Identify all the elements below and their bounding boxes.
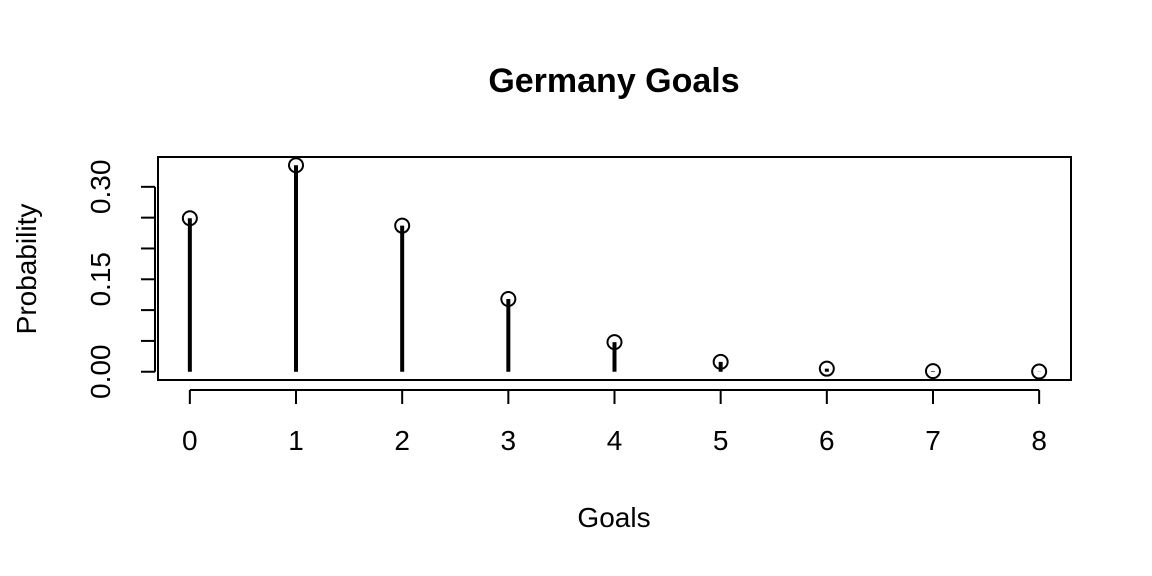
probability-point	[394, 217, 411, 234]
probability-point	[712, 353, 729, 370]
y-axis: 0.00 0.15 0.30	[85, 160, 156, 399]
x-tick-label: 0	[182, 425, 198, 456]
x-tick-label: 5	[713, 425, 729, 456]
probability-point	[181, 210, 198, 227]
probability-point	[818, 360, 835, 377]
x-axis-title: Goals	[577, 502, 650, 533]
y-axis-title: Probability	[11, 204, 42, 335]
x-tick-label: 8	[1031, 425, 1047, 456]
chart-title: Germany Goals	[488, 62, 739, 100]
probability-point	[924, 363, 941, 380]
x-axis: 0 1 2 3 4 5 6 7 8	[182, 389, 1047, 456]
probability-point	[500, 291, 517, 308]
data-marks	[181, 157, 1048, 380]
probability-point	[1031, 363, 1048, 380]
x-tick-label: 2	[394, 425, 410, 456]
x-tick-label: 7	[925, 425, 941, 456]
x-tick-label: 3	[501, 425, 517, 456]
x-tick-label: 1	[288, 425, 304, 456]
y-tick-label: 0.00	[85, 344, 116, 399]
x-tick-label: 4	[607, 425, 623, 456]
x-tick-label: 6	[819, 425, 835, 456]
plot-box	[157, 156, 1072, 381]
probability-point	[606, 334, 623, 351]
y-tick-label: 0.30	[85, 160, 116, 215]
y-tick-label: 0.15	[85, 252, 116, 307]
probability-point	[288, 157, 305, 174]
